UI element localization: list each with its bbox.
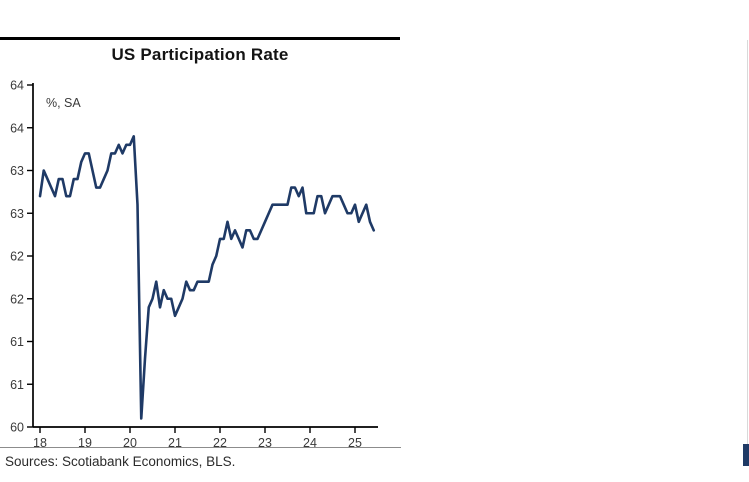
- svg-text:63: 63: [10, 207, 24, 221]
- svg-text:25: 25: [348, 436, 362, 450]
- svg-text:21: 21: [168, 436, 182, 450]
- svg-text:62: 62: [10, 250, 24, 264]
- x-axis: 18 19 20 21 22 23 24 25: [33, 426, 378, 450]
- svg-text:20: 20: [123, 436, 137, 450]
- chart-panel: US Participation Rate 64 64 63 63 62 62 61 61 60…: [0, 37, 400, 467]
- svg-text:63: 63: [10, 164, 24, 178]
- svg-text:61: 61: [10, 335, 24, 349]
- svg-text:18: 18: [33, 436, 47, 450]
- sources-note: Sources: Scotiabank Economics, BLS.: [5, 454, 236, 469]
- y-axis: 64 64 63 63 62 62 61 61 60: [10, 79, 34, 435]
- svg-text:19: 19: [78, 436, 92, 450]
- footer-divider: [0, 447, 401, 448]
- svg-text:64: 64: [10, 121, 24, 135]
- svg-text:23: 23: [258, 436, 272, 450]
- svg-text:60: 60: [10, 421, 24, 435]
- svg-text:61: 61: [10, 378, 24, 392]
- unit-label: %, SA: [46, 96, 81, 110]
- data-line: [38, 135, 376, 420]
- svg-text:22: 22: [213, 436, 227, 450]
- chart-title: US Participation Rate: [111, 45, 289, 64]
- svg-text:24: 24: [303, 436, 317, 450]
- participation-chart: 64 64 63 63 62 62 61 61 60 18 19 20 21 22 23 24 25 %, S…: [10, 79, 378, 450]
- right-edge-divider: [747, 40, 748, 447]
- adjacent-chart-fragment: [743, 444, 749, 466]
- svg-text:64: 64: [10, 79, 24, 93]
- svg-text:62: 62: [10, 292, 24, 306]
